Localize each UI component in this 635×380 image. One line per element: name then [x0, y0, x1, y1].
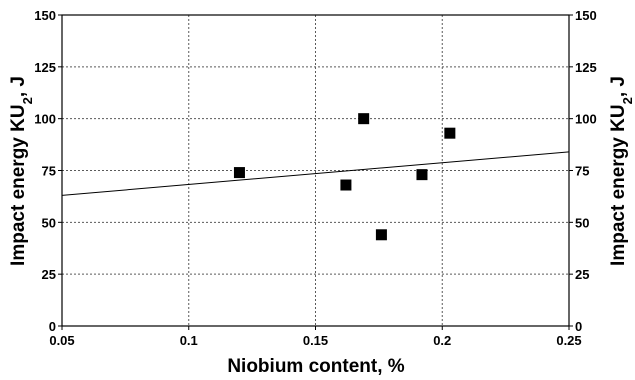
- y-axis-title-right-suffix: , J: [608, 76, 629, 97]
- y-tick-label-right: 100: [575, 112, 597, 127]
- x-tick-label: 0.05: [49, 333, 74, 348]
- y-axis-title-right-subscript: 2: [620, 97, 635, 104]
- data-point-square: [340, 179, 352, 191]
- trendline-layer: [61, 151, 570, 196]
- x-tick-label: 0.15: [303, 333, 328, 348]
- data-point-square: [233, 167, 245, 179]
- y-tick-label-right: 75: [575, 164, 589, 179]
- x-tick-label: 0.25: [556, 333, 581, 348]
- data-point-square: [358, 113, 370, 125]
- y-tick-label-left: 75: [42, 164, 56, 179]
- y-tick-label-left: 100: [34, 112, 56, 127]
- y-tick-label-left: 25: [42, 267, 56, 282]
- y-tick-label-left: 150: [34, 8, 56, 23]
- y-tick-label-left: 50: [42, 215, 56, 230]
- y-tick-label-left: 0: [49, 319, 56, 334]
- grid-lines: [62, 15, 569, 326]
- y-tick-labels-right: 0 25 50 75 100 125 150: [575, 8, 597, 334]
- trendline: [61, 151, 570, 196]
- x-tick-label: 0.2: [433, 333, 451, 348]
- y-axis-title-left: Impact energy KU2, J: [8, 76, 35, 266]
- x-axis-title: Niobium content, %: [227, 356, 404, 377]
- data-point-square: [416, 169, 428, 181]
- axis-ticks: [58, 14, 573, 330]
- data-point-square: [444, 127, 456, 139]
- data-points: [233, 113, 456, 241]
- y-axis-title-left-suffix: , J: [8, 76, 29, 97]
- data-point-square: [375, 229, 387, 241]
- y-axis-title-right-main: Impact energy KU: [608, 104, 629, 266]
- y-tick-label-right: 50: [575, 215, 589, 230]
- y-tick-label-right: 25: [575, 267, 589, 282]
- x-tick-label: 0.1: [180, 333, 198, 348]
- y-axis-title-right: Impact energy KU2, J: [608, 76, 635, 266]
- y-tick-label-right: 125: [575, 60, 597, 75]
- x-tick-labels: 0.05 0.1 0.15 0.2 0.25: [49, 333, 581, 348]
- y-tick-label-left: 125: [34, 60, 56, 75]
- y-axis-title-left-subscript: 2: [20, 97, 35, 104]
- y-tick-label-right: 150: [575, 8, 597, 23]
- y-axis-title-left-main: Impact energy KU: [8, 104, 29, 266]
- y-tick-label-right: 0: [575, 319, 582, 334]
- y-tick-labels-left: 0 25 50 75 100 125 150: [34, 8, 56, 334]
